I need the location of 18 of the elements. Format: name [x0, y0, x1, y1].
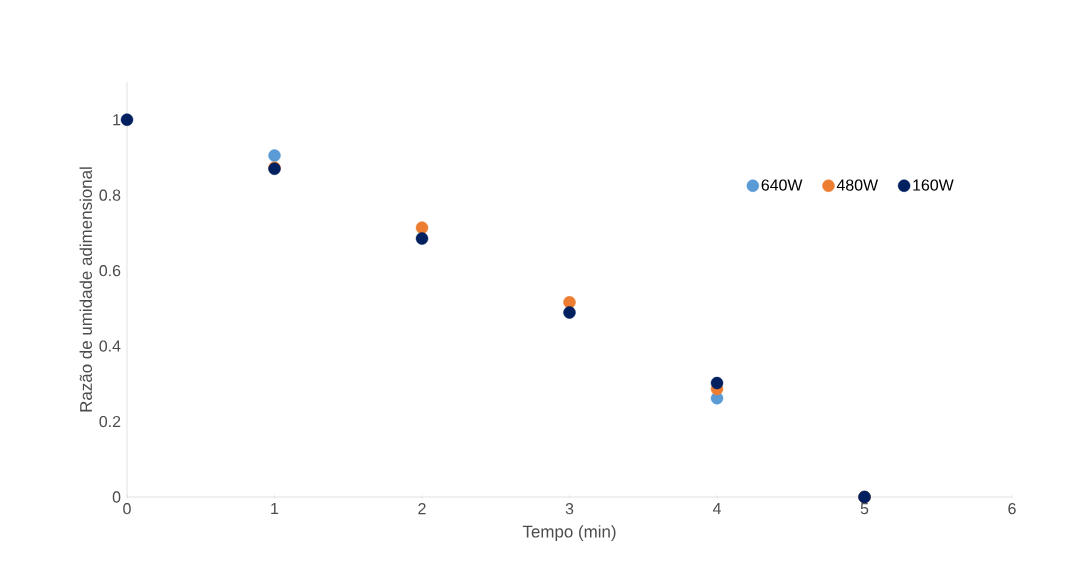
- y-tick-label: 0: [112, 491, 121, 503]
- y-tick-label: 0.4: [99, 340, 121, 352]
- x-tick-label: 4: [712, 503, 721, 514]
- x-tick-label: 5: [860, 503, 869, 515]
- legend-label: 160W: [913, 179, 954, 191]
- legend-label: 640W: [761, 179, 803, 191]
- legend-label: 480W: [836, 179, 879, 191]
- x-tick-label: 6: [1008, 503, 1016, 515]
- y-tick-label: 1: [113, 114, 121, 126]
- x-axis-title: Tempo (min): [522, 525, 616, 541]
- x-tick-label: 2: [418, 503, 426, 515]
- y-tick-label: 0.2: [99, 415, 121, 428]
- y-tick-label: 0.6: [99, 265, 121, 277]
- x-tick-label: 3: [565, 503, 574, 515]
- y-tick-label: 0.8: [99, 189, 121, 201]
- x-tick-label: 0: [123, 503, 131, 515]
- y-axis-title: Razão de umidade adimensional: [79, 167, 92, 412]
- x-tick-label: 1: [271, 503, 279, 514]
